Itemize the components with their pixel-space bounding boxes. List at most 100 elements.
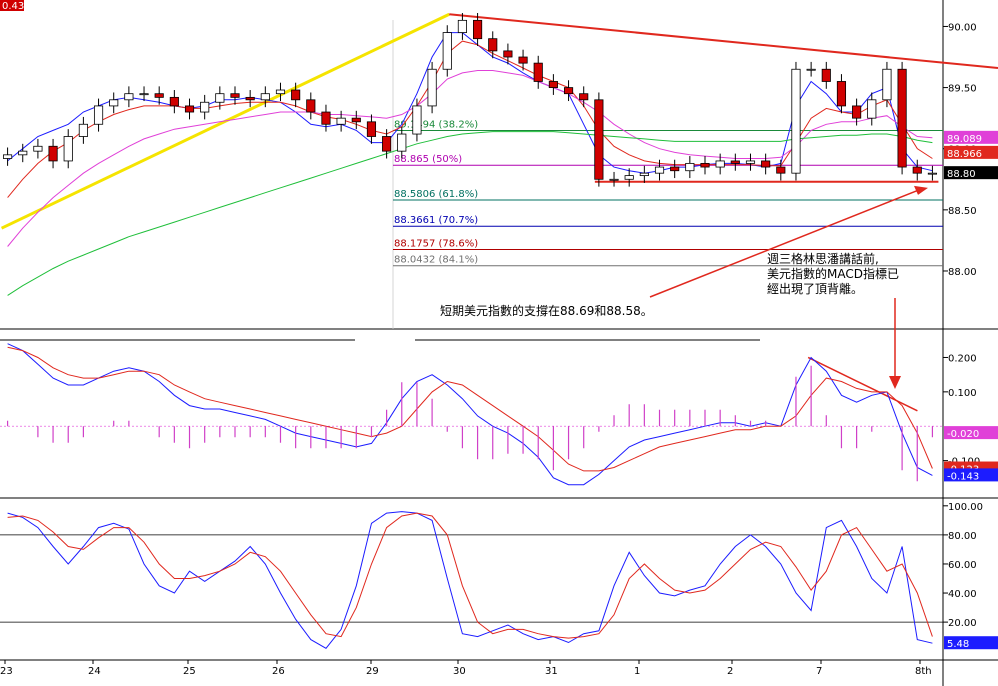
candle-body	[291, 89, 301, 101]
annotation-line-2: 美元指數的MACD指標已	[767, 266, 899, 281]
price-ma-blue-line	[7, 32, 933, 174]
candle-body	[685, 162, 695, 172]
candle-body	[791, 68, 801, 174]
y-tick-label: 100.00	[948, 502, 983, 513]
y-tick-label: 88.50	[948, 206, 977, 217]
candle-body	[154, 93, 164, 98]
annotation-support: 短期美元指數的支撐在88.69和88.58。	[440, 303, 653, 318]
last-value-tag-box	[944, 145, 998, 159]
y-tick-label: 89.50	[948, 84, 977, 95]
candle-body	[93, 105, 104, 125]
candle-body	[761, 160, 771, 168]
candle-body	[609, 178, 619, 181]
candle-body	[594, 99, 604, 180]
x-tick-label: 29	[366, 666, 379, 677]
candle-body	[200, 101, 210, 113]
fib-level-label: 88.5806 (61.8%)	[394, 189, 478, 200]
candle-body	[124, 93, 134, 101]
candle-body	[533, 62, 543, 82]
candle-body	[518, 56, 528, 64]
candle-body	[18, 150, 28, 156]
last-value-tag-box	[944, 468, 998, 482]
candle-body	[275, 89, 286, 95]
candle-body	[321, 111, 331, 125]
candle-body	[806, 68, 816, 71]
candle-body	[33, 145, 43, 152]
candle-body	[503, 50, 513, 58]
candle-body	[473, 19, 483, 40]
candle-body	[488, 38, 498, 52]
candle-body	[139, 93, 149, 96]
fib-level-label: 88.1757 (78.6%)	[394, 238, 478, 249]
x-tick-label: 1	[634, 666, 640, 677]
last-value-tag: 5.48	[947, 639, 969, 650]
candle-body	[366, 121, 377, 137]
resistance-trend-line	[449, 13, 998, 70]
candle-body	[169, 96, 179, 107]
candle-body	[670, 166, 680, 172]
candle-body	[215, 93, 225, 103]
candle-body	[852, 105, 862, 119]
x-tick-label: 31	[545, 666, 558, 677]
annotation-line-1: 週三格林思潘講話前,	[767, 251, 879, 266]
candle-body	[912, 166, 922, 174]
candle-body	[245, 96, 255, 101]
candle-body	[897, 68, 907, 168]
candle-body	[654, 166, 665, 174]
stoch-k-line	[7, 511, 933, 649]
x-tick-label: 8th	[915, 666, 932, 677]
candle-body	[579, 93, 589, 101]
last-value-tag-box	[944, 166, 998, 180]
macd-signal-line	[7, 346, 933, 472]
candle-body	[48, 145, 58, 162]
candle-body	[927, 172, 937, 175]
arrow-support	[649, 189, 919, 298]
x-tick-label: 26	[272, 666, 285, 677]
y-tick-label: 20.00	[948, 618, 977, 629]
price-ma-red-line	[7, 40, 933, 198]
last-value-tag: 88.80	[947, 169, 976, 180]
candle-body	[442, 32, 452, 70]
candle-body	[412, 105, 422, 135]
x-tick-label: 25	[183, 666, 196, 677]
fib-level-label: 89.1494 (38.2%)	[394, 119, 478, 130]
arrow-macd-head	[889, 376, 901, 389]
last-value-tag-box	[944, 426, 998, 440]
fib-level-label: 88.865 (50%)	[394, 154, 462, 165]
price-ma-magenta-line	[7, 70, 933, 247]
macd-divergence-line	[807, 356, 918, 412]
candle-body	[639, 172, 649, 177]
candle-body	[563, 87, 574, 95]
candle-body	[230, 93, 240, 98]
x-tick-label: 7	[816, 666, 822, 677]
corner-label-box	[0, 0, 24, 11]
candle-body	[624, 175, 634, 180]
fib-level-label: 88.0432 (84.1%)	[394, 255, 478, 266]
candle-body	[3, 154, 13, 159]
last-value-tag: -0.143	[947, 471, 979, 482]
candle-body	[260, 93, 270, 101]
y-tick-label: 0.100	[948, 388, 977, 399]
candle-body	[715, 160, 725, 168]
candle-body	[457, 19, 467, 33]
y-tick-label: 40.00	[948, 589, 977, 600]
stoch-d-line	[7, 512, 933, 639]
candle-body	[745, 160, 756, 164]
last-value-tag-box	[944, 636, 998, 650]
candle-body	[382, 136, 392, 152]
candle-body	[730, 160, 740, 164]
x-tick-label: 24	[88, 666, 101, 677]
candle-body	[109, 99, 119, 107]
last-value-tag: 88.966	[947, 149, 982, 160]
candle-body	[397, 133, 407, 152]
price-ma-green-line	[7, 131, 933, 296]
y-tick-label: 90.00	[948, 22, 977, 33]
candle-body	[63, 136, 73, 162]
y-tick-label: 80.00	[948, 531, 977, 542]
candle-body	[700, 162, 710, 168]
candle-body	[867, 99, 877, 119]
y-tick-label: 0.200	[948, 353, 977, 364]
candle-body	[184, 105, 195, 113]
candle-body	[336, 117, 346, 125]
